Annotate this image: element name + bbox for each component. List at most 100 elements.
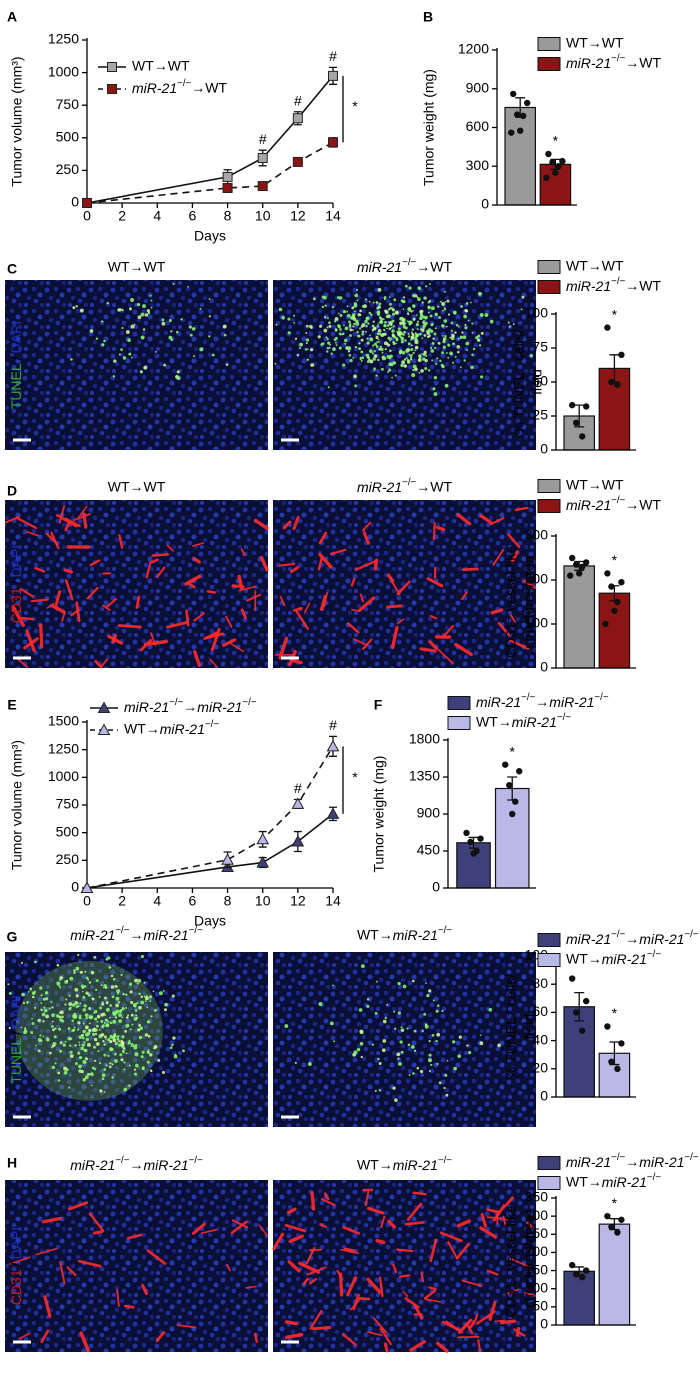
cd31-vessel <box>456 513 472 526</box>
tunel-signal <box>404 326 408 330</box>
y-tick-label: 350 <box>525 1189 549 1205</box>
tunel-signal <box>409 358 413 361</box>
tunel-signal <box>326 317 329 320</box>
tunel-signal <box>427 1058 432 1063</box>
cd31-vessel <box>358 596 376 612</box>
tunel-signal <box>428 311 430 314</box>
tunel-signal <box>433 392 438 396</box>
tunel-signal <box>103 1091 106 1093</box>
data-point <box>328 70 338 81</box>
tunel-signal <box>59 1041 63 1045</box>
cd31-vessel <box>118 534 124 549</box>
data-point <box>602 620 609 628</box>
panel-label: A <box>7 9 17 25</box>
tunel-signal <box>437 341 440 344</box>
cd31-vessel <box>372 1317 388 1334</box>
cd31-vessel <box>423 1289 436 1300</box>
tunel-signal <box>67 1027 71 1030</box>
tunel-signal <box>134 1052 139 1057</box>
tunel-signal <box>88 1022 91 1025</box>
tunel-signal <box>377 323 380 326</box>
tunel-signal <box>125 1052 128 1055</box>
tunel-signal <box>91 1066 95 1070</box>
tunel-signal <box>372 326 377 331</box>
data-point <box>608 378 615 386</box>
tunel-signal <box>407 1043 411 1047</box>
tunel-signal <box>365 316 370 321</box>
channel-label-part: DAPI <box>8 995 24 1028</box>
tunel-signal <box>410 335 415 340</box>
tunel-signal <box>425 982 427 985</box>
tunel-signal <box>132 1002 137 1007</box>
tunel-signal <box>338 296 343 300</box>
cd31-vessel <box>523 580 537 589</box>
tunel-signal <box>111 1063 114 1066</box>
cd31-vessel <box>166 620 189 629</box>
tunel-signal <box>377 328 382 333</box>
tunel-signal <box>478 291 482 296</box>
tunel-signal <box>154 1008 157 1012</box>
tunel-signal <box>393 298 397 302</box>
cd31-vessel <box>353 638 369 647</box>
tunel-signal <box>428 1053 432 1057</box>
cd31-vessel <box>342 1226 361 1235</box>
tunel-signal <box>176 376 181 381</box>
cd31-vessel <box>323 1192 330 1201</box>
tunel-signal <box>412 979 415 983</box>
tunel-signal <box>383 341 388 346</box>
tunel-signal <box>360 338 364 342</box>
tunel-signal <box>105 1023 110 1028</box>
tunel-signal <box>415 333 418 337</box>
tunel-signal <box>344 338 348 343</box>
tunel-signal <box>140 954 145 959</box>
cd31-vessel <box>457 1318 473 1334</box>
tunel-signal <box>336 296 340 299</box>
tunel-signal <box>94 1017 98 1021</box>
tunel-signal <box>402 333 405 336</box>
cd31-vessel <box>366 1331 383 1337</box>
tunel-signal <box>64 1003 67 1006</box>
cd31-vessel <box>508 1257 531 1268</box>
tunel-signal <box>69 1050 73 1054</box>
cd31-vessel <box>284 1320 298 1326</box>
tunel-signal <box>109 1034 114 1039</box>
tunel-signal <box>520 308 523 311</box>
tunel-signal <box>137 315 142 320</box>
tunel-signal <box>93 955 97 959</box>
cd31-vessel <box>398 1274 411 1278</box>
tunel-signal <box>120 348 123 351</box>
tunel-signal <box>403 296 406 299</box>
tunel-signal <box>400 340 404 344</box>
tunel-signal <box>335 344 338 346</box>
tunel-signal <box>133 1045 138 1050</box>
tunel-signal <box>442 340 446 344</box>
tunel-signal <box>428 369 431 372</box>
tunel-signal <box>392 341 395 344</box>
y-tick-label: 750 <box>56 96 80 112</box>
tunel-signal <box>59 1010 64 1015</box>
tunel-signal <box>89 329 94 333</box>
tunel-signal <box>354 345 358 349</box>
data-point <box>569 554 576 562</box>
cd31-vessel <box>9 1256 31 1265</box>
tunel-signal <box>98 1029 101 1031</box>
tunel-signal <box>78 1016 82 1020</box>
tunel-signal <box>125 993 128 996</box>
significance-flag: # <box>329 717 337 733</box>
tunel-signal <box>115 996 120 1001</box>
tunel-signal <box>430 346 433 350</box>
tunel-signal <box>134 1044 138 1047</box>
cd31-vessel <box>366 1206 385 1215</box>
tunel-signal <box>81 990 84 993</box>
cd31-vessel <box>509 614 516 623</box>
legend-swatch <box>537 57 561 71</box>
tunel-signal <box>419 311 423 315</box>
cd31-vessel <box>43 1295 52 1318</box>
cd31-vessel <box>439 1231 463 1243</box>
cd31-vessel <box>383 1342 389 1353</box>
cd31-vessel <box>506 1288 520 1295</box>
tunel-signal <box>381 351 384 354</box>
dapi-stain <box>5 1180 268 1352</box>
cd31-vessel <box>156 566 166 578</box>
data-point <box>477 835 484 842</box>
